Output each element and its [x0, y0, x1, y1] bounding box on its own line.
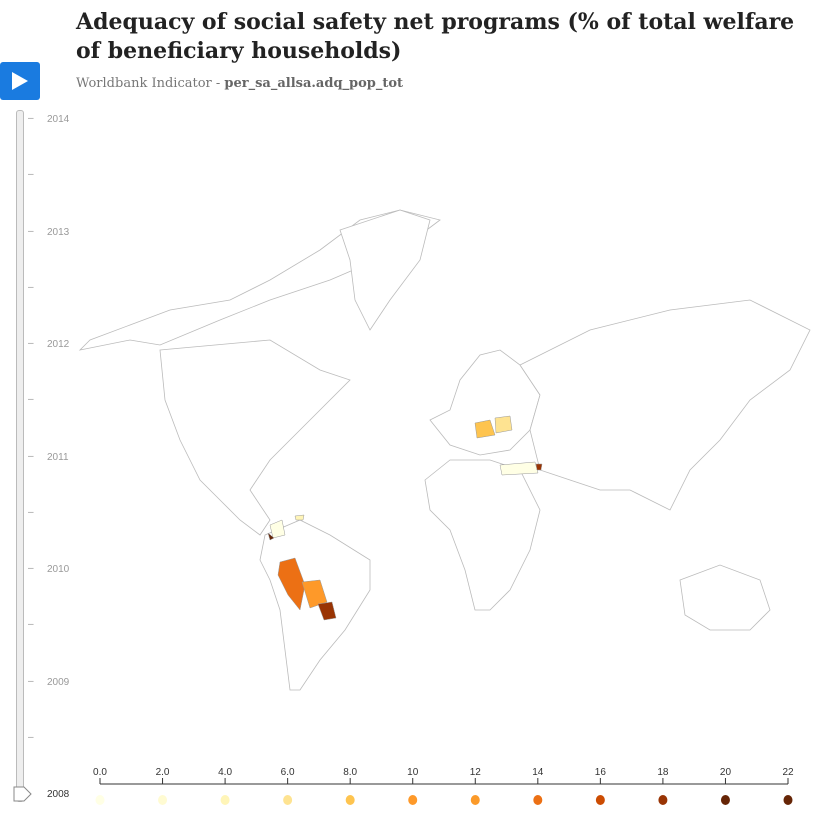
current-year: 2008: [47, 789, 70, 800]
page-title: Adequacy of social safety net programs (…: [76, 9, 795, 64]
legend-tick-label: 10: [407, 767, 419, 778]
legend-tick-label: 6.0: [281, 767, 295, 778]
greenland[interactable]: [339, 209, 431, 331]
color-legend: 0.0 2.0 4.0 6.0 8.0 10 12 14 16 18 20 22: [93, 767, 794, 805]
legend-swatch: [533, 795, 543, 805]
country-belarus[interactable]: [494, 415, 513, 434]
indicator-code: per_sa_allsa.adq_pop_tot: [224, 76, 404, 91]
australia[interactable]: [679, 564, 771, 631]
legend-tick-label: 20: [720, 767, 732, 778]
legend-swatch: [158, 795, 168, 805]
country-colombia[interactable]: [269, 519, 286, 539]
country-panama[interactable]: [267, 532, 275, 541]
legend-swatch: [783, 795, 793, 805]
legend-swatch: [658, 795, 668, 805]
legend-swatch: [595, 795, 605, 805]
legend-tick-label: 16: [595, 767, 607, 778]
asia[interactable]: [519, 299, 811, 511]
timeline-year-label: 2013: [47, 226, 70, 238]
timeline-slider-handle[interactable]: [13, 786, 35, 806]
country-paraguay[interactable]: [317, 601, 337, 621]
page-subtitle: Worldbank Indicator - per_sa_allsa.adq_p…: [76, 76, 404, 91]
timeline-year-label: 2014: [47, 114, 70, 125]
legend-tick-label: 8.0: [343, 767, 357, 778]
play-button[interactable]: [0, 62, 40, 100]
timeline-year-label: 2011: [47, 451, 69, 463]
world-map: [78, 209, 811, 691]
country-peru[interactable]: [277, 557, 306, 611]
legend-swatch: [408, 795, 418, 805]
africa[interactable]: [424, 459, 541, 611]
legend-swatch: [720, 795, 730, 805]
legend-tick-label: 22: [782, 767, 794, 778]
timeline-year-label: 2010: [47, 564, 70, 576]
legend-swatch: [283, 795, 293, 805]
legend-tick-label: 4.0: [218, 767, 232, 778]
play-icon: [12, 72, 28, 90]
legend-tick-label: 18: [657, 767, 669, 778]
legend-swatch: [470, 795, 480, 805]
timeline-slider-track[interactable]: [16, 110, 24, 802]
legend-tick-label: 2.0: [156, 767, 170, 778]
country-turkey[interactable]: [499, 461, 539, 476]
country-dominican-republic[interactable]: [294, 514, 305, 521]
legend-swatch: [345, 795, 355, 805]
timeline-year-label: 2012: [47, 339, 70, 351]
timeline-year-label: 2009: [47, 677, 70, 688]
legend-tick-label: 12: [470, 767, 482, 778]
country-bolivia[interactable]: [301, 579, 328, 609]
legend-swatch: [220, 795, 230, 805]
country-poland[interactable]: [474, 419, 496, 439]
legend-swatch: [95, 795, 105, 805]
legend-tick-label: 0.0: [93, 767, 107, 778]
country-armenia[interactable]: [535, 463, 543, 471]
legend-tick-label: 14: [532, 767, 544, 778]
